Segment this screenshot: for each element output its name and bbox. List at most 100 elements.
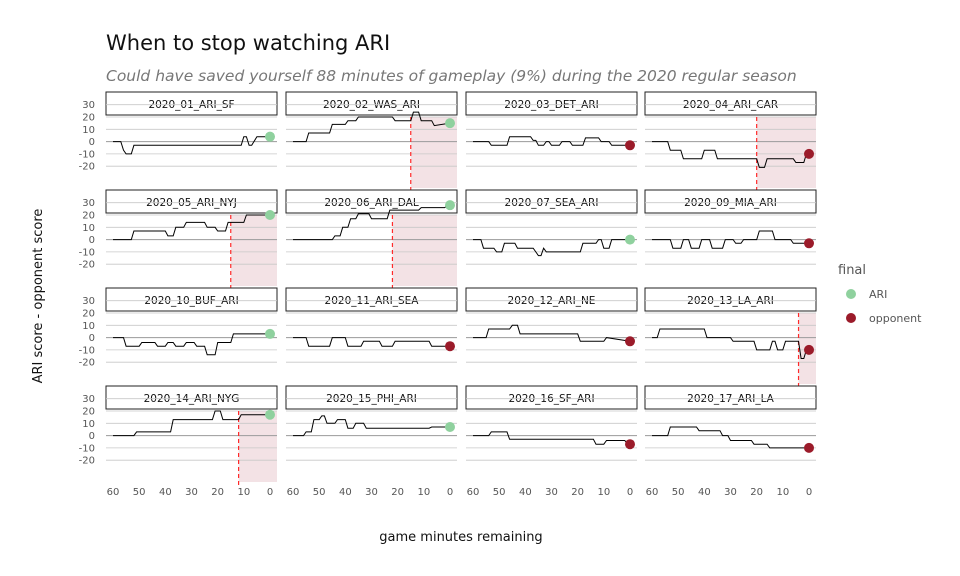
chart-subtitle: Could have saved yourself 88 minutes of …: [106, 67, 797, 85]
facet-strip: [285, 385, 458, 410]
facet-strip: [285, 189, 458, 214]
score-line: [293, 111, 451, 143]
facet-strip: [105, 189, 278, 214]
y-tick-label: 30: [82, 100, 95, 111]
facet-strip: [644, 385, 817, 410]
score-line: [652, 426, 809, 449]
y-tick-label: 30: [82, 198, 95, 209]
facet-strip: [285, 287, 458, 312]
x-tick-label: 40: [339, 487, 352, 498]
facet-strip: [465, 287, 638, 312]
y-tick-label: 0: [89, 333, 95, 344]
x-tick-label: 0: [806, 487, 812, 498]
final-point: [804, 442, 814, 453]
final-point: [265, 328, 275, 339]
x-tick-label: 10: [776, 487, 789, 498]
y-tick-label: 30: [82, 394, 95, 405]
x-tick-label: 60: [646, 487, 659, 498]
x-tick-label: 20: [750, 487, 763, 498]
facet-strip: [465, 91, 638, 116]
legend: final ARI opponent: [838, 263, 922, 325]
score-line: [473, 431, 630, 445]
y-tick-label: 0: [89, 137, 95, 148]
facet-strip: [465, 385, 638, 410]
y-tick-label: 0: [89, 431, 95, 442]
stop-region: [410, 117, 457, 188]
facet-panel: 2020_11_ARI_SEA: [285, 287, 458, 363]
y-tick-label: 10: [82, 321, 95, 332]
facet-panel: 2020_13_LA_ARI: [644, 287, 817, 389]
facet-panels: 2020_01_ARI_SF3020100-10-202020_02_WAS_A…: [79, 91, 817, 498]
final-point: [445, 421, 455, 432]
score-line: [293, 415, 450, 437]
y-tick-label: 30: [82, 296, 95, 307]
facet-panel: 2020_12_ARI_NE: [465, 287, 638, 363]
y-tick-label: 10: [82, 223, 95, 234]
stop-region: [230, 215, 277, 286]
y-tick-label: 20: [82, 113, 95, 124]
y-tick-label: 0: [89, 235, 95, 246]
final-point: [445, 200, 455, 211]
legend-title: final: [838, 263, 866, 278]
y-tick-label: 10: [82, 125, 95, 136]
y-tick-label: -20: [79, 358, 95, 369]
facet-panel: 2020_09_MIA_ARI: [644, 189, 817, 265]
facet-strip: [644, 91, 817, 116]
y-tick-label: 20: [82, 211, 95, 222]
x-tick-label: 10: [597, 487, 610, 498]
score-line: [113, 136, 270, 155]
x-tick-label: 40: [519, 487, 532, 498]
facet-strip: [644, 287, 817, 312]
x-tick-label: 10: [237, 487, 250, 498]
score-line: [652, 230, 809, 249]
x-tick-label: 30: [724, 487, 737, 498]
stop-region: [238, 411, 277, 482]
y-tick-label: 20: [82, 407, 95, 418]
score-line: [652, 328, 809, 359]
x-tick-label: 60: [107, 487, 120, 498]
y-tick-label: -20: [79, 162, 95, 173]
x-axis-title: game minutes remaining: [379, 530, 542, 545]
y-tick-label: -10: [79, 443, 95, 454]
facet-panel: 2020_04_ARI_CAR: [644, 91, 817, 193]
score-line: [652, 141, 809, 168]
score-line: [293, 337, 450, 347]
facet-panel: 2020_06_ARI_DAL: [285, 189, 458, 291]
legend-key-opponent: [846, 313, 856, 323]
score-line: [473, 324, 631, 342]
score-line: [473, 136, 630, 146]
final-point: [265, 131, 275, 142]
final-point: [445, 118, 455, 129]
x-tick-label: 50: [493, 487, 506, 498]
x-tick-label: 0: [267, 487, 273, 498]
legend-label-ari: ARI: [869, 288, 887, 301]
x-tick-label: 30: [365, 487, 378, 498]
score-line: [113, 214, 270, 241]
final-point: [804, 344, 814, 355]
facet-strip: [105, 91, 278, 116]
x-tick-label: 50: [672, 487, 685, 498]
x-tick-label: 10: [417, 487, 430, 498]
facet-strip: [105, 287, 278, 312]
x-tick-label: 30: [545, 487, 558, 498]
facet-strip: [644, 189, 817, 214]
chart-title: When to stop watching ARI: [106, 31, 390, 55]
score-line: [473, 239, 630, 257]
final-point: [804, 148, 814, 159]
final-point: [625, 234, 635, 245]
facet-strip: [285, 91, 458, 116]
final-point: [265, 409, 275, 420]
y-axis-title: ARI score - opponent score: [31, 209, 46, 384]
final-point: [445, 341, 455, 352]
x-tick-label: 20: [571, 487, 584, 498]
x-tick-label: 40: [159, 487, 172, 498]
final-point: [804, 238, 814, 249]
final-point: [625, 439, 635, 450]
legend-label-opponent: opponent: [869, 312, 922, 325]
y-tick-label: 10: [82, 419, 95, 430]
x-tick-label: 0: [447, 487, 453, 498]
